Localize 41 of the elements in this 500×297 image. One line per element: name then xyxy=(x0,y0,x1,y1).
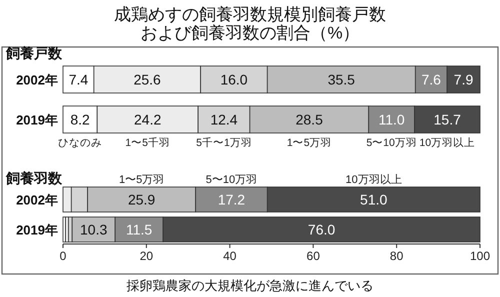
y-tick-label: 2002年 xyxy=(16,192,58,208)
series-label: 10万羽以上 xyxy=(419,136,476,149)
data-label: 25.9 xyxy=(128,192,156,208)
x-tick-label: 40 xyxy=(223,249,237,263)
series-label: 10万羽以上 xyxy=(346,173,402,186)
chart-title: 成鶏めすの飼養羽数規模別飼養戸数および飼養羽数の割合（%） xyxy=(114,5,386,43)
x-tick-label: 60 xyxy=(306,249,320,263)
data-label: 8.2 xyxy=(70,112,90,128)
data-label: 7.6 xyxy=(421,72,442,88)
x-tick-label: 100 xyxy=(470,249,490,263)
data-label: 35.5 xyxy=(328,72,356,88)
x-tick-label: 20 xyxy=(140,249,154,263)
data-label: 25.6 xyxy=(134,72,162,88)
data-label: 16.0 xyxy=(220,72,248,88)
y-axis-title: 飼養戸数 xyxy=(5,45,63,61)
y-axis-title: 飼養羽数 xyxy=(5,170,63,186)
series-label: 1〜5万羽 xyxy=(286,137,332,149)
data-label: 7.9 xyxy=(454,72,474,88)
data-label: 28.5 xyxy=(296,112,324,128)
data-label: 11.5 xyxy=(126,222,152,238)
series-label: 1〜5千羽 xyxy=(125,136,170,149)
data-label: 15.7 xyxy=(434,112,462,128)
data-label: 17.2 xyxy=(218,192,246,208)
data-label: 10.3 xyxy=(80,222,108,238)
y-tick-label: 2019年 xyxy=(16,222,58,238)
x-tick-label: 80 xyxy=(390,249,404,263)
text: 採卵鶏農家の大規模化が急激に進んでいる xyxy=(126,278,374,293)
data-label: 24.2 xyxy=(134,112,162,128)
series-label: 5千〜1万羽 xyxy=(196,136,252,149)
data-label: 76.0 xyxy=(308,222,336,238)
series-label: 5〜10万羽 xyxy=(206,174,258,186)
data-label: 7.4 xyxy=(68,72,88,88)
y-tick-label: 2002年 xyxy=(16,72,58,88)
x-tick-label: 0 xyxy=(60,249,67,263)
data-label: 12.4 xyxy=(210,112,238,128)
y-tick-label: 2019年 xyxy=(16,112,58,128)
series-label: 5〜10万羽 xyxy=(366,137,417,149)
series-label: 1〜5万羽 xyxy=(118,174,164,186)
data-label: 51.0 xyxy=(360,192,388,208)
data-label: 11.0 xyxy=(378,112,405,128)
series-label: ひなのみ xyxy=(58,137,102,149)
